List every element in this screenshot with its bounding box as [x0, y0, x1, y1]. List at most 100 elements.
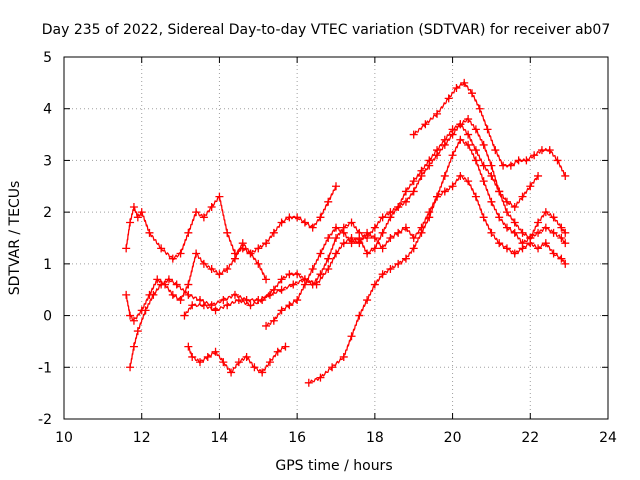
data-point: [199, 259, 208, 268]
data-point: [199, 301, 208, 310]
data-point: [332, 223, 340, 232]
data-point: [215, 192, 224, 201]
y-tick-label: 4: [43, 102, 52, 118]
series-trace-3: [126, 171, 570, 372]
data-point: [530, 151, 539, 160]
data-point: [386, 213, 395, 222]
data-point: [211, 347, 220, 356]
data-point: [141, 306, 150, 315]
series-trace-8: [409, 78, 570, 180]
data-point: [308, 280, 317, 289]
data-point: [460, 78, 469, 87]
data-point: [192, 208, 201, 217]
series-line: [187, 345, 287, 375]
data-point: [269, 228, 278, 237]
y-tick-label: 1: [43, 257, 52, 273]
data-point: [425, 213, 434, 222]
data-point: [510, 202, 519, 211]
data-point: [246, 301, 255, 310]
data-point: [129, 202, 138, 211]
data-point: [433, 146, 442, 155]
data-point: [196, 296, 204, 305]
data-point: [471, 192, 480, 201]
data-point: [522, 156, 531, 165]
y-tick-label: -2: [38, 412, 52, 428]
data-point: [199, 213, 208, 222]
data-point: [499, 161, 508, 170]
data-point: [300, 218, 309, 227]
data-point: [230, 290, 239, 299]
data-point: [157, 280, 166, 289]
data-point: [172, 280, 181, 289]
data-point: [293, 296, 302, 305]
data-point: [192, 249, 201, 258]
data-point: [409, 177, 418, 186]
data-point: [409, 187, 418, 196]
data-point: [184, 228, 193, 237]
x-tick-label: 20: [444, 430, 462, 446]
data-point: [518, 192, 527, 201]
data-point: [440, 171, 449, 180]
data-point: [133, 327, 142, 336]
data-point: [347, 332, 356, 341]
data-point: [285, 270, 294, 279]
data-point: [265, 358, 274, 367]
data-point: [370, 280, 379, 289]
x-tick-label: 16: [288, 430, 306, 446]
data-point: [464, 177, 473, 186]
data-point: [378, 244, 387, 253]
data-point: [196, 358, 204, 367]
data-point: [409, 244, 418, 253]
data-point: [510, 249, 519, 258]
data-point: [464, 140, 473, 149]
data-point: [401, 187, 410, 196]
data-point: [370, 234, 379, 242]
data-point: [316, 373, 325, 382]
data-point: [293, 270, 302, 279]
data-point: [254, 244, 263, 253]
data-point: [433, 109, 442, 118]
data-point: [394, 259, 403, 268]
data-point: [549, 249, 558, 258]
y-tick-label: -1: [38, 360, 52, 376]
data-point: [378, 270, 387, 279]
data-point: [506, 161, 515, 170]
data-point: [553, 156, 562, 165]
data-point: [433, 192, 442, 201]
data-point: [386, 265, 395, 274]
data-point: [347, 218, 356, 227]
data-point: [495, 213, 504, 222]
y-axis-label: SDTVAR / TECUs: [7, 181, 23, 296]
data-point: [401, 254, 410, 263]
data-point: [545, 146, 554, 155]
chart-title: Day 235 of 2022, Sidereal Day-to-day VTE…: [42, 22, 611, 38]
data-point: [339, 352, 348, 361]
data-point: [316, 213, 325, 222]
data-point: [355, 234, 364, 242]
data-point: [491, 146, 500, 155]
data-point: [262, 239, 271, 248]
data-point: [526, 182, 535, 191]
data-point: [273, 347, 282, 356]
series-layer: [122, 78, 570, 387]
data-point: [468, 89, 476, 98]
series-trace-7: [304, 135, 570, 387]
data-point: [541, 223, 550, 232]
data-point: [262, 275, 271, 284]
data-point: [250, 363, 259, 372]
data-point: [502, 244, 511, 253]
y-tick-label: 5: [43, 50, 52, 66]
data-point: [479, 177, 488, 186]
data-point: [421, 120, 430, 129]
data-point: [126, 218, 135, 227]
data-point: [176, 296, 185, 305]
data-point: [316, 249, 325, 258]
data-point: [487, 197, 496, 206]
data-point: [401, 197, 410, 206]
data-point: [223, 301, 232, 310]
series-trace-6: [262, 120, 543, 330]
data-point: [308, 223, 317, 232]
data-point: [203, 352, 212, 361]
data-point: [223, 265, 232, 274]
data-point: [277, 306, 286, 315]
